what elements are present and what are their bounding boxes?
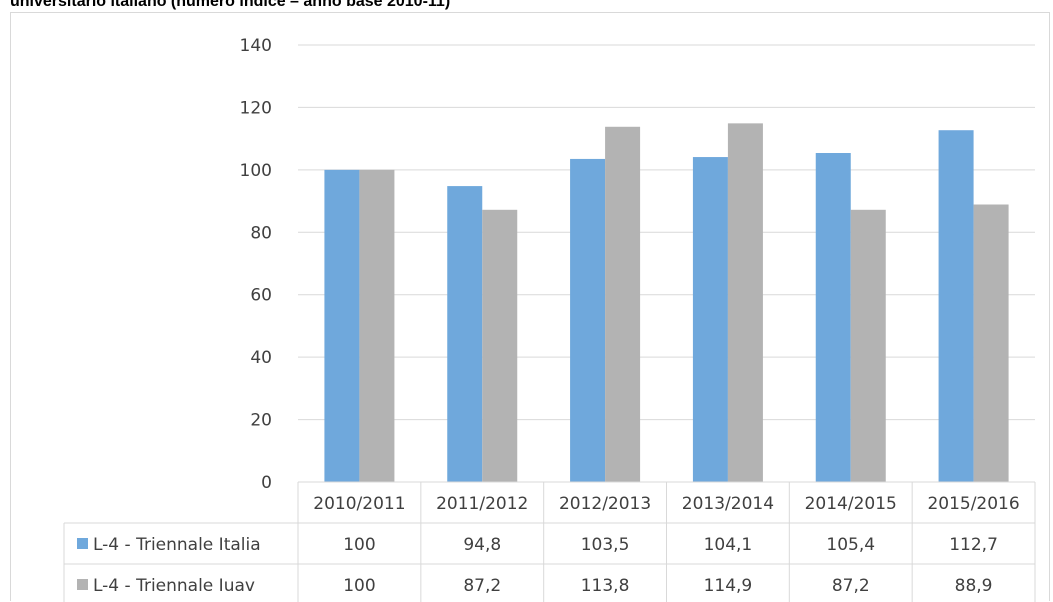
y-tick-label: 60 — [250, 286, 272, 306]
legend-label: L-4 - Triennale Iuav — [93, 576, 255, 596]
data-label: 114,9 — [704, 576, 753, 596]
data-label: 87,2 — [832, 576, 870, 596]
y-tick-label: 120 — [240, 98, 272, 118]
bar-iuav — [482, 209, 518, 482]
bar-italia — [815, 153, 851, 482]
x-category-label: 2015/2016 — [927, 494, 1019, 514]
bar-italia — [570, 158, 606, 483]
legend-key-italia — [77, 538, 88, 549]
data-label: 112,7 — [949, 535, 998, 555]
bar-italia — [938, 130, 974, 482]
x-category-label: 2011/2012 — [436, 494, 528, 514]
x-category-label: 2012/2013 — [559, 494, 651, 514]
data-label: 100 — [343, 576, 375, 596]
x-category-label: 2010/2011 — [313, 494, 405, 514]
bar-italia — [692, 157, 728, 483]
y-tick-label: 20 — [250, 411, 272, 431]
chart-frame — [10, 12, 1050, 601]
chart-title: universitario italiano (numero indice – … — [10, 0, 451, 10]
bar-italia — [324, 169, 360, 482]
data-label: 104,1 — [704, 535, 753, 555]
y-tick-label: 40 — [250, 348, 272, 368]
y-tick-label: 0 — [261, 473, 272, 493]
data-label: 87,2 — [463, 576, 501, 596]
data-label: 100 — [343, 535, 375, 555]
data-label: 103,5 — [581, 535, 630, 555]
y-tick-label: 80 — [250, 223, 272, 243]
x-category-label: 2014/2015 — [805, 494, 897, 514]
y-tick-label: 140 — [240, 36, 272, 56]
legend-key-iuav — [77, 579, 88, 590]
data-label: 88,9 — [955, 576, 993, 596]
bar-iuav — [605, 126, 641, 482]
bar-italia — [447, 186, 483, 483]
x-category-label: 2013/2014 — [682, 494, 774, 514]
bar-iuav — [727, 123, 763, 483]
data-label: 113,8 — [581, 576, 630, 596]
data-label: 94,8 — [463, 535, 501, 555]
bar-iuav — [850, 209, 886, 482]
bar-iuav — [973, 204, 1009, 482]
y-tick-label: 100 — [240, 161, 272, 181]
legend-label: L-4 - Triennale Italia — [93, 535, 261, 555]
bar-iuav — [359, 169, 395, 482]
data-label: 105,4 — [826, 535, 875, 555]
